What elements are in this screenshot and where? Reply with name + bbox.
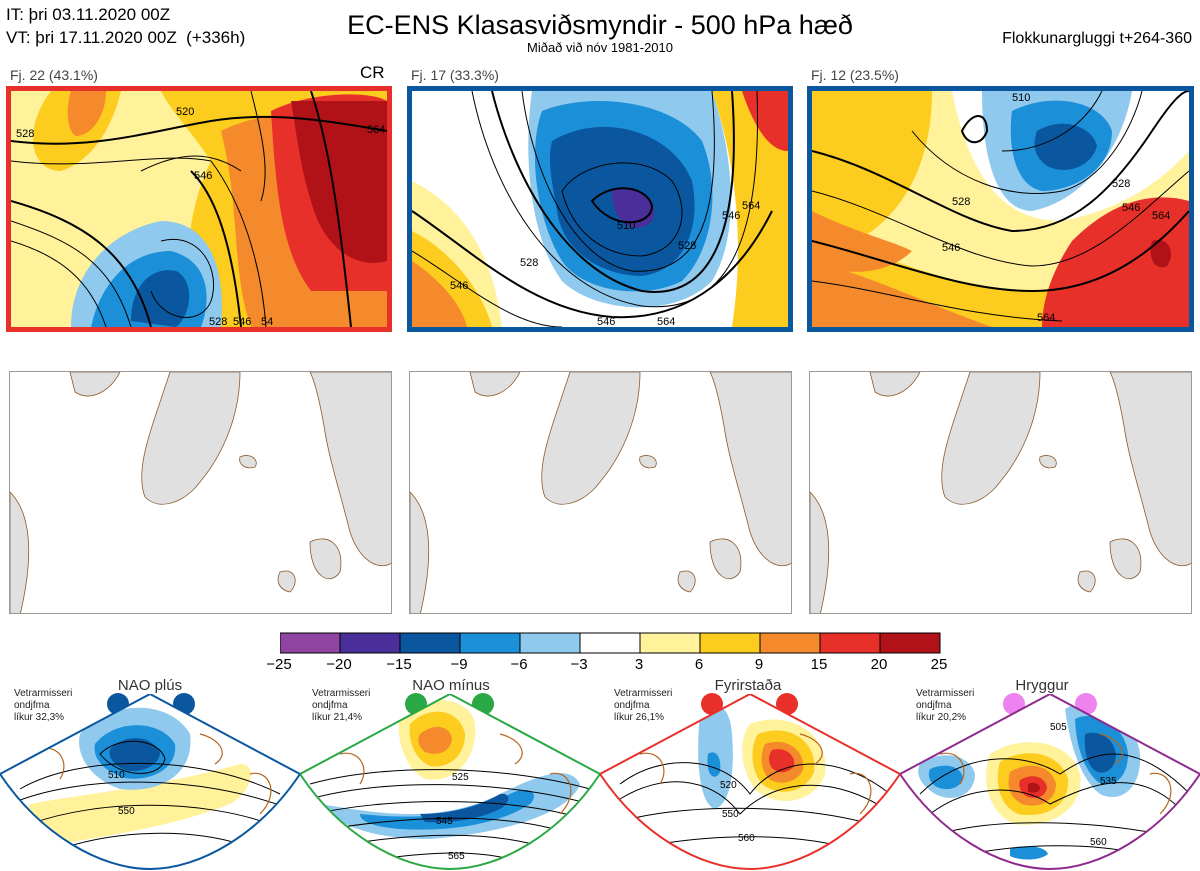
contour-label: 546 bbox=[722, 210, 740, 222]
contour-label: 546 bbox=[942, 242, 960, 254]
colorbar-swatches bbox=[279, 632, 941, 654]
contour-label: 564 bbox=[367, 124, 385, 136]
contour-label: 560 bbox=[1090, 837, 1107, 848]
regime-1-probability: Vetrarmisseri ondjfma líkur 32,3% bbox=[14, 688, 73, 723]
contour-label: 510 bbox=[108, 770, 125, 781]
regime-1-map: 510 550 bbox=[0, 694, 300, 871]
colorbar bbox=[279, 632, 944, 659]
colorbar-tick: 25 bbox=[930, 656, 948, 673]
colorbar-tick: 3 bbox=[634, 656, 644, 673]
colorbar-swatch bbox=[879, 632, 941, 654]
colorbar-swatch bbox=[819, 632, 881, 654]
contour-label: 560 bbox=[738, 833, 755, 844]
colorbar-tick: 6 bbox=[694, 656, 704, 673]
colorbar-tick: 9 bbox=[754, 656, 764, 673]
page-subtitle: Miðað við nóv 1981-2010 bbox=[527, 40, 673, 55]
panel-2-label: Fj. 17 (33.3%) bbox=[411, 67, 499, 83]
panel-1-label: Fj. 22 (43.1%) bbox=[10, 67, 98, 83]
init-time: IT: þri 03.11.2020 00Z bbox=[6, 5, 171, 24]
contour-label: 564 bbox=[742, 200, 760, 212]
land-outline bbox=[10, 372, 391, 613]
contour-label: 550 bbox=[118, 806, 135, 817]
base-map-3 bbox=[809, 371, 1192, 614]
colorbar-swatch bbox=[459, 632, 521, 654]
colorbar-swatch bbox=[759, 632, 821, 654]
contour-label: 565 bbox=[448, 851, 465, 862]
regime-4-map: 505 535 560 bbox=[900, 694, 1200, 871]
cluster-map-2: 510 528 528 546 546 546 564 564 bbox=[407, 86, 793, 332]
regime-2-probability: Vetrarmisseri ondjfma líkur 21,4% bbox=[312, 688, 371, 723]
panel-3-label: Fj. 12 (23.5%) bbox=[811, 67, 899, 83]
colorbar-swatch bbox=[639, 632, 701, 654]
colorbar-tick: 15 bbox=[810, 656, 828, 673]
colorbar-swatch bbox=[279, 632, 341, 654]
regime-2-name: NAO mínus bbox=[412, 677, 490, 694]
contour-label: 528 bbox=[952, 196, 970, 208]
colorbar-swatch bbox=[699, 632, 761, 654]
regime-3-name: Fyrirstaða bbox=[714, 677, 782, 694]
colorbar-swatch bbox=[399, 632, 461, 654]
regime-3-probability: Vetrarmisseri ondjfma líkur 26,1% bbox=[614, 688, 673, 723]
colorbar-tick: −25 bbox=[266, 656, 292, 673]
contour-label: 505 bbox=[1050, 722, 1067, 733]
colorbar-tick: −20 bbox=[326, 656, 352, 673]
regime-1-name: NAO plús bbox=[117, 677, 183, 694]
colorbar-tick: −9 bbox=[450, 656, 468, 673]
contour-label: 528 bbox=[1112, 178, 1130, 190]
contour-label: 520 bbox=[176, 106, 194, 118]
contour-label: 528 bbox=[520, 257, 538, 269]
colorbar-swatch bbox=[519, 632, 581, 654]
colorbar-tick: −15 bbox=[386, 656, 412, 673]
contour-label: 546 bbox=[194, 170, 212, 182]
colorbar-tick: 20 bbox=[870, 656, 888, 673]
colorbar-swatch bbox=[579, 632, 641, 654]
contour-label: 546 bbox=[233, 316, 251, 327]
panel-1-marker: CR bbox=[360, 63, 385, 82]
contour-label: 510 bbox=[1012, 92, 1030, 104]
contour-label: 550 bbox=[722, 809, 739, 820]
contour-label: 564 bbox=[1152, 210, 1170, 222]
page-title: EC-ENS Klasasviðsmyndir - 500 hPa hæð bbox=[347, 10, 853, 40]
colorbar-tick: −6 bbox=[510, 656, 528, 673]
regime-4-probability: Vetrarmisseri ondjfma líkur 20,2% bbox=[916, 688, 975, 723]
contour-label: 546 bbox=[597, 316, 615, 327]
cluster-map-1-field: 528 520 546 564 528 546 54 bbox=[11, 91, 387, 327]
colorbar-tick: −3 bbox=[570, 656, 588, 673]
base-map-2 bbox=[409, 371, 792, 614]
colorbar-swatch bbox=[339, 632, 401, 654]
contour-label: 535 bbox=[1100, 776, 1117, 787]
regime-3-dot-left bbox=[701, 693, 723, 715]
contour-label: 510 bbox=[617, 220, 635, 232]
regime-4-name: Hryggur bbox=[1015, 677, 1069, 694]
contour-label: 520 bbox=[720, 780, 737, 791]
contour-label: 54 bbox=[261, 316, 273, 327]
classification-window: Flokkunargluggi t+264-360 bbox=[1002, 30, 1192, 47]
contour-label: 525 bbox=[452, 772, 469, 783]
contour-label: 564 bbox=[1037, 312, 1055, 324]
cluster-map-1: 528 520 546 564 528 546 54 bbox=[6, 86, 392, 332]
regime-3-map: 520 550 560 bbox=[600, 694, 900, 871]
land-outline bbox=[810, 372, 1191, 613]
contour-label: 528 bbox=[16, 128, 34, 140]
base-map-1 bbox=[9, 371, 392, 614]
cluster-map-3: 510 528 528 546 546 564 564 bbox=[807, 86, 1194, 332]
contour-label: 564 bbox=[657, 316, 675, 327]
valid-time: VT: þri 17.11.2020 00Z (+336h) bbox=[6, 28, 246, 47]
regime-2-map: 525 545 565 bbox=[300, 694, 600, 871]
contour-label: 546 bbox=[1122, 202, 1140, 214]
cluster-map-3-field: 510 528 528 546 546 564 564 bbox=[812, 91, 1189, 327]
contour-label: 528 bbox=[678, 240, 696, 252]
cluster-map-2-field: 510 528 528 546 546 546 564 564 bbox=[412, 91, 788, 327]
contour-label: 546 bbox=[450, 280, 468, 292]
land-outline bbox=[410, 372, 791, 613]
regime-3-dot-right bbox=[776, 693, 798, 715]
contour-label: 545 bbox=[436, 816, 453, 827]
contour-label: 528 bbox=[209, 316, 227, 327]
